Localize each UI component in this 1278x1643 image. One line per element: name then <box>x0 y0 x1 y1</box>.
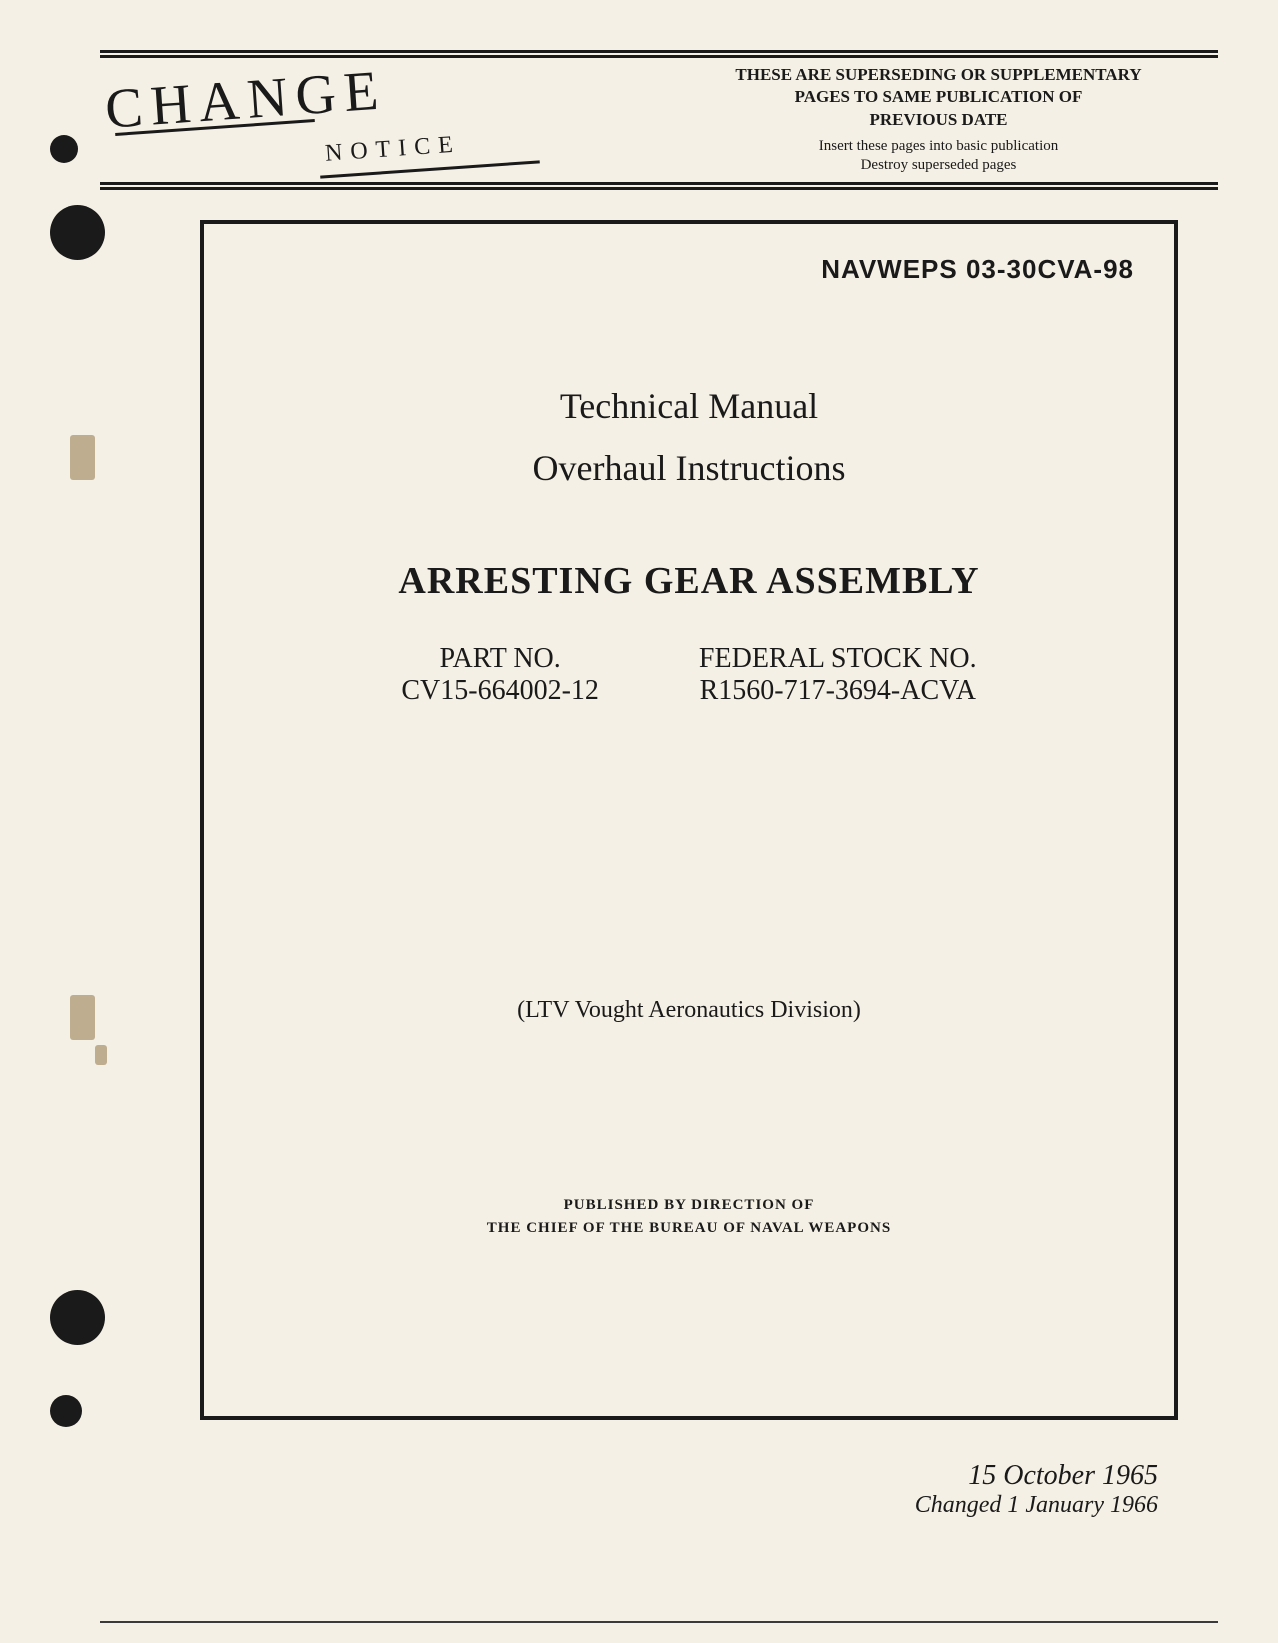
document-number: NAVWEPS 03-30CVA-98 <box>244 254 1134 285</box>
change-label: CHANGE <box>103 58 388 141</box>
hole-punch-icon <box>50 1290 105 1345</box>
supersede-instructions: Insert these pages into basic publicatio… <box>679 137 1198 176</box>
document-page: CHANGE NOTICE THESE ARE SUPERSEDING OR S… <box>0 0 1278 1643</box>
top-rule <box>100 50 1218 53</box>
hole-punch-icon <box>50 1395 82 1427</box>
change-date: Changed 1 January 1966 <box>100 1492 1158 1519</box>
date-block: 15 October 1965 Changed 1 January 1966 <box>100 1460 1218 1519</box>
binding-mark <box>70 995 95 1040</box>
stock-number-heading: FEDERAL STOCK NO. <box>699 643 977 675</box>
part-stock-row: PART NO. CV15-664002-12 FEDERAL STOCK NO… <box>244 643 1134 707</box>
supersede-heading: THESE ARE SUPERSEDING OR SUPPLEMENTARY P… <box>679 64 1198 130</box>
issue-date: 15 October 1965 <box>100 1460 1158 1492</box>
publisher-line: THE CHIEF OF THE BUREAU OF NAVAL WEAPONS <box>487 1220 891 1236</box>
header-section: CHANGE NOTICE THESE ARE SUPERSEDING OR S… <box>100 55 1218 185</box>
supersede-sub-line: Destroy superseded pages <box>861 157 1017 173</box>
supersede-notice: THESE ARE SUPERSEDING OR SUPPLEMENTARY P… <box>659 54 1218 185</box>
supersede-sub-line: Insert these pages into basic publicatio… <box>819 138 1059 154</box>
notice-label: NOTICE <box>324 131 462 167</box>
supersede-line: PAGES TO SAME PUBLICATION OF <box>795 87 1083 106</box>
main-content-box: NAVWEPS 03-30CVA-98 Technical Manual Ove… <box>200 220 1178 1420</box>
binding-mark <box>70 435 95 480</box>
footer-rule <box>100 1621 1218 1623</box>
assembly-title: ARRESTING GEAR ASSEMBLY <box>244 559 1134 603</box>
manufacturer-name: (LTV Vought Aeronautics Division) <box>244 997 1134 1024</box>
publisher-line: PUBLISHED BY DIRECTION OF <box>564 1197 815 1213</box>
change-notice-block: CHANGE NOTICE <box>100 58 659 182</box>
stock-number-column: FEDERAL STOCK NO. R1560-717-3694-ACVA <box>699 643 977 707</box>
part-number-value: CV15-664002-12 <box>401 675 599 707</box>
overhaul-instructions-title: Overhaul Instructions <box>244 447 1134 489</box>
title-block: Technical Manual Overhaul Instructions A… <box>244 385 1134 707</box>
stock-number-value: R1560-717-3694-ACVA <box>699 675 977 707</box>
bottom-rule <box>100 187 1218 190</box>
supersede-line: THESE ARE SUPERSEDING OR SUPPLEMENTARY <box>735 65 1141 84</box>
supersede-line: PREVIOUS DATE <box>869 110 1007 129</box>
technical-manual-title: Technical Manual <box>244 385 1134 427</box>
part-number-column: PART NO. CV15-664002-12 <box>401 643 599 707</box>
hole-punch-icon <box>50 135 78 163</box>
binding-mark <box>95 1045 107 1065</box>
hole-punch-icon <box>50 205 105 260</box>
publisher-block: PUBLISHED BY DIRECTION OF THE CHIEF OF T… <box>244 1194 1134 1239</box>
part-number-heading: PART NO. <box>401 643 599 675</box>
